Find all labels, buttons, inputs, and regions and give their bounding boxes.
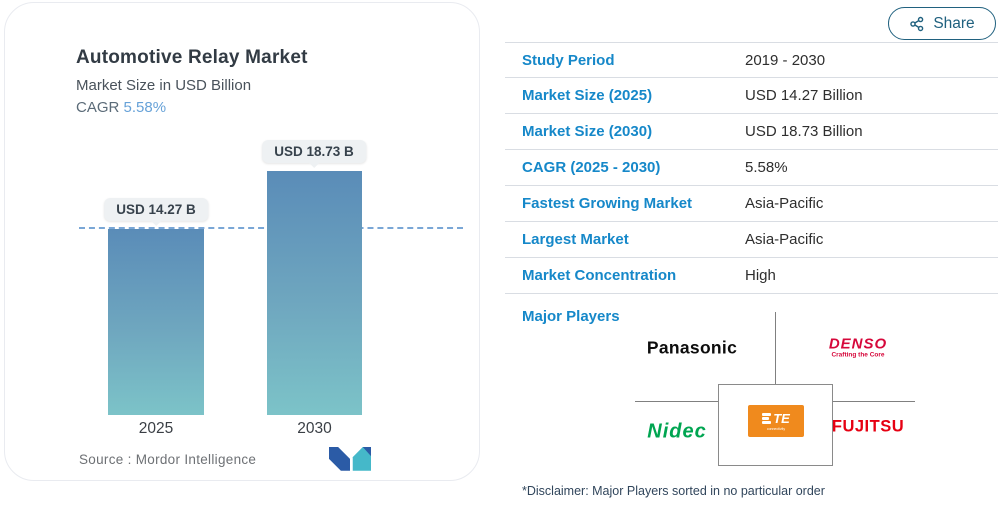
panasonic-logo: Panasonic	[646, 337, 738, 358]
bar-value-tag-2030: USD 18.73 B	[262, 140, 366, 163]
row-label: Largest Market	[522, 231, 629, 248]
table-row: Market Size (2025) USD 14.27 Billion	[505, 78, 998, 114]
bar-value-tag-2025: USD 14.27 B	[104, 198, 208, 221]
denso-logo: DENSO Crafting the Core	[829, 336, 887, 359]
diagram-horizontal-line-right	[833, 401, 915, 402]
table-row: Fastest Growing Market Asia-Pacific	[505, 186, 998, 222]
chart-cagr: CAGR 5.58%	[76, 99, 166, 116]
te-wordmark: TE	[773, 411, 790, 426]
cagr-label: CAGR	[76, 99, 120, 116]
share-nodes-icon	[910, 16, 924, 31]
denso-wordmark: DENSO	[828, 335, 888, 353]
disclaimer-text: *Disclaimer: Major Players sorted in no …	[522, 484, 825, 498]
diagram-vertical-line	[775, 312, 776, 384]
row-label: Fastest Growing Market	[522, 195, 693, 212]
chart-subtitle: Market Size in USD Billion	[76, 77, 252, 94]
major-players-label: Major Players	[522, 308, 620, 325]
chart-card: Automotive Relay Market Market Size in U…	[4, 2, 480, 481]
share-button-label: Share	[933, 14, 975, 32]
bar-2030	[267, 171, 362, 415]
x-tick-2025: 2025	[138, 420, 174, 437]
row-label: Study Period	[522, 51, 615, 69]
fact-table: Study Period 2019 - 2030 Market Size (20…	[505, 42, 998, 294]
table-row: Market Concentration High	[505, 258, 998, 294]
te-connectivity-logo: TE connectivity	[748, 405, 804, 437]
row-value: 5.58%	[745, 159, 788, 176]
te-logo-bars-icon	[762, 413, 772, 424]
nidec-logo: Nidec	[647, 420, 707, 443]
bar-2025	[108, 229, 204, 415]
row-label: Market Concentration	[522, 267, 677, 284]
diagram-horizontal-line-left	[635, 401, 718, 402]
row-value: High	[745, 267, 776, 284]
table-row: Largest Market Asia-Pacific	[505, 222, 998, 258]
table-row: Study Period 2019 - 2030	[505, 42, 998, 78]
row-value: Asia-Pacific	[745, 195, 824, 212]
table-row: Market Size (2030) USD 18.73 Billion	[505, 114, 998, 150]
chart-title: Automotive Relay Market	[76, 47, 308, 68]
denso-tagline: Crafting the Core	[831, 351, 885, 359]
fujitsu-logo: FUJITSU	[831, 417, 905, 436]
row-label: CAGR (2025 - 2030)	[522, 159, 661, 176]
row-label: Market Size (2030)	[522, 123, 653, 140]
x-tick-2030: 2030	[297, 420, 332, 437]
row-value: USD 18.73 Billion	[745, 123, 863, 140]
share-button[interactable]: Share	[888, 7, 996, 40]
row-label: Market Size (2025)	[522, 87, 653, 104]
source-text: Source : Mordor Intelligence	[79, 452, 257, 467]
table-row: CAGR (2025 - 2030) 5.58%	[505, 150, 998, 186]
row-value: 2019 - 2030	[745, 51, 826, 69]
te-connectivity-sub: connectivity	[766, 427, 786, 431]
cagr-value: 5.58%	[123, 99, 167, 116]
row-value: Asia-Pacific	[745, 231, 824, 248]
mordor-intelligence-logo-icon	[329, 447, 371, 471]
row-value: USD 14.27 Billion	[745, 87, 863, 104]
